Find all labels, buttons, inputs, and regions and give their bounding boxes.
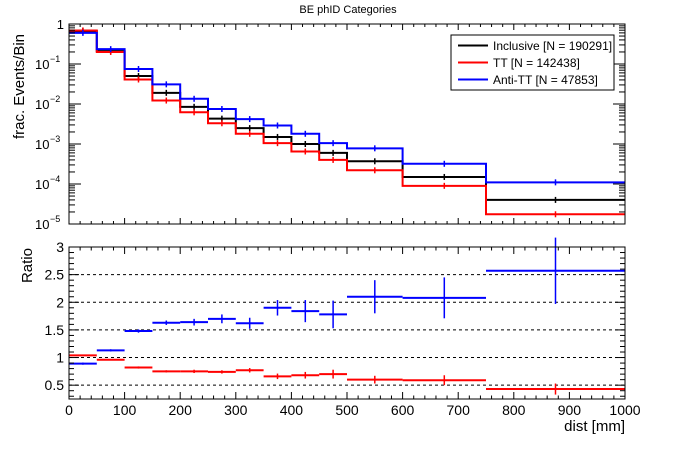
top-y-tick-label-4: 10: [35, 57, 49, 72]
bottom-y-axis: 0.5 1 1.5 2 2.5 3: [45, 239, 625, 397]
x-tick-label-1000: 1000: [609, 402, 640, 418]
x-tick-label-0: 0: [65, 402, 73, 418]
legend-box: [450, 34, 615, 91]
bottom-panel: 0 100 200 300 400 500 600 700 800 900 1000 0.5 1 1.5…: [19, 237, 641, 435]
bottom-y-axis-label: Ratio: [19, 248, 36, 283]
legend-label-tt: TT [N = 142438]: [493, 56, 580, 70]
top-y-tick-label-1: 10: [35, 177, 49, 192]
legend: Inclusive [N = 190291] TT [N = 142438] A…: [450, 34, 615, 91]
legend-label-inclusive: Inclusive [N = 190291]: [493, 39, 612, 53]
legend-label-anti-tt: Anti-TT [N = 47853]: [493, 73, 598, 87]
top-panel: 10 −510 −410 −310 −210 −11 frac. Events/Bin I…: [11, 17, 626, 232]
x-tick-label-500: 500: [335, 402, 359, 418]
x-tick-label-400: 400: [280, 402, 304, 418]
top-y-tick-label-0: 10: [35, 217, 49, 232]
top-y-axis: 10 −510 −410 −310 −210 −11: [35, 17, 625, 232]
y-tick-label-2: 2: [56, 294, 64, 310]
ratio-reference-lines: [69, 274, 625, 386]
bottom-x-axis-label: dist [mm]: [564, 418, 625, 435]
top-y-tick-label-5: 1: [57, 17, 64, 32]
top-y-tick-exponent-3: −2: [50, 94, 60, 104]
x-tick-label-700: 700: [447, 402, 471, 418]
x-tick-label-200: 200: [169, 402, 193, 418]
x-tick-label-900: 900: [558, 402, 582, 418]
x-tick-label-300: 300: [224, 402, 248, 418]
top-histograms: [69, 27, 625, 218]
top-y-tick-exponent-4: −1: [50, 54, 60, 64]
x-tick-label-100: 100: [113, 402, 137, 418]
top-y-tick-label-2: 10: [35, 137, 49, 152]
top-y-tick-label-3: 10: [35, 97, 49, 112]
bottom-x-axis: 0 100 200 300 400 500 600 700 800 900 1000: [65, 247, 641, 418]
top-x-ticks: [68, 24, 626, 224]
top-y-tick-exponent-1: −4: [50, 174, 60, 184]
top-y-tick-exponent-0: −5: [50, 214, 60, 224]
chart-title: BE phID Categories: [299, 4, 397, 16]
y-tick-label-1: 1: [56, 350, 64, 366]
y-tick-label-3: 3: [56, 239, 64, 255]
x-tick-label-800: 800: [502, 402, 526, 418]
y-tick-label-0-5: 0.5: [45, 377, 65, 393]
top-y-axis-label: frac. Events/Bin: [11, 34, 28, 139]
top-y-tick-exponent-2: −3: [50, 134, 60, 144]
y-tick-label-1-5: 1.5: [45, 322, 65, 338]
x-tick-label-600: 600: [391, 402, 415, 418]
y-tick-label-2-5: 2.5: [45, 267, 65, 283]
ratio-markers: [69, 237, 625, 395]
